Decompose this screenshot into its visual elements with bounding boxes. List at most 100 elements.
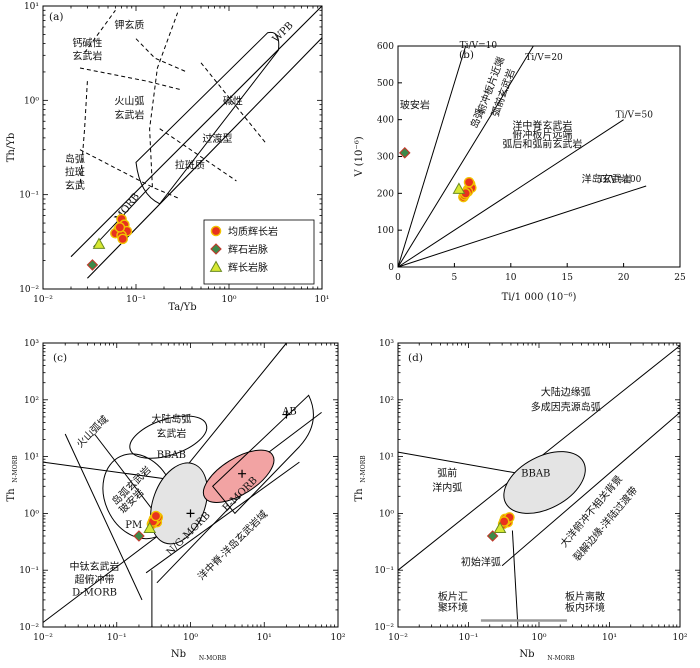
y-tick-label: 300: [377, 153, 394, 163]
field-label: 俯冲板片远端: [512, 128, 572, 141]
y-tick-label: 600: [377, 42, 394, 52]
y-tick-label: 10⁰: [24, 96, 39, 106]
ratio-line: [397, 119, 624, 268]
y-tick-label: 10³: [24, 339, 39, 349]
transition-tholeiite-line: [159, 128, 237, 182]
y-tick-label: 10⁻²: [19, 285, 39, 295]
x-tick-label: 10⁻¹: [126, 295, 146, 305]
y-tick-label: 500: [377, 79, 394, 89]
legend-label: 辉石岩脉: [228, 243, 268, 256]
tholeiite-boundary: [79, 149, 181, 200]
x-tick-label: 15: [561, 273, 573, 283]
ratio-line-label: Ti/V=100: [598, 175, 641, 185]
panel-a: 10⁻² 10⁻¹ 10⁰ 10¹ 10⁻² 10⁻¹ 10⁰ 10¹ 钾玄质钙碱性玄武岩火山弧…: [6, 2, 330, 313]
field-label: 超俯冲带: [75, 573, 115, 586]
y-axis-label: Th/Yb: [6, 133, 17, 162]
data-point-triangle: [143, 521, 157, 534]
y-tick-label: 10¹: [24, 2, 39, 12]
legend-label: 辉长岩脉: [228, 261, 268, 274]
legend-marker-diamond: [210, 243, 222, 255]
field-label: 板内环境: [565, 601, 605, 614]
field-label: 大陆边缘弧: [541, 385, 591, 398]
field-label: 洋岛玄武岩: [582, 172, 632, 185]
arc-right-boundary: [149, 12, 179, 188]
x-axis-label: Nb: [519, 649, 534, 660]
data-point-triangle: [493, 521, 507, 534]
x-tick-label: 10⁻²: [33, 633, 53, 643]
continental-arc-field: [129, 415, 208, 459]
data-point-diamond: [486, 530, 499, 542]
y-tick-label: 100: [377, 226, 394, 236]
field-label: 弧前: [437, 466, 457, 479]
x-tick-label: 10: [505, 273, 517, 283]
y-tick-label: 10⁻²: [19, 623, 39, 633]
x-tick-label: 10⁰: [221, 295, 236, 305]
field-label: 火山弧域: [73, 413, 110, 450]
data-point-circle: [150, 510, 162, 522]
field-label: WPB: [271, 20, 296, 45]
y-tick-label: 10⁰: [24, 509, 39, 519]
wpb-field: [135, 31, 280, 205]
field-label: PM: [125, 520, 142, 531]
y-tick-label: 10³: [379, 339, 394, 349]
field-label: 多成因壳源岛弧: [531, 400, 601, 413]
ratio-line-label: Ti/V=50: [616, 111, 654, 121]
y-axis-label: Th: [6, 488, 17, 502]
field-label: D-MORB: [72, 587, 117, 598]
x-tick-label: 10¹: [602, 633, 617, 643]
data-point-triangle: [452, 182, 466, 194]
array-lower: [501, 412, 681, 567]
x-tick-label: 10¹: [257, 633, 272, 643]
y-tick-label: 10⁻¹: [19, 566, 39, 576]
shoshonite-boundary: [84, 10, 116, 53]
y-tick-label: 10²: [379, 396, 394, 406]
legend-marker-circle: [210, 225, 222, 237]
field-label: 玄武岩: [72, 50, 102, 63]
reference-cross: [186, 509, 195, 518]
array-lower: [145, 461, 300, 574]
field-label: 聚环境: [438, 601, 468, 614]
data-point-triangle: [92, 237, 106, 249]
y-tick-label: 10¹: [24, 453, 39, 463]
y-tick-label: 200: [377, 189, 394, 199]
field-label: 拉斑质: [175, 158, 205, 171]
bbab-field: [150, 462, 208, 545]
field-label: 中钛玄武岩: [70, 560, 120, 573]
array-line-upper: [70, 5, 323, 258]
x-tick-label: 10⁻¹: [107, 633, 127, 643]
x-tick-label: 10⁻²: [33, 295, 53, 305]
x-axis-label: Ti/1 000 (10⁻⁶): [502, 292, 577, 303]
field-label: 洋内弧: [432, 481, 462, 494]
field-label: 板片离散: [565, 590, 605, 603]
y-tick-label: 10²: [24, 396, 39, 406]
y-axis-label: V (10⁻⁶): [354, 136, 365, 177]
y-tick-label: 10⁻¹: [19, 191, 39, 201]
ratio-line: [397, 185, 647, 268]
ratio-line-label: Ti/V=10: [460, 41, 498, 51]
x-tick-label: 20: [618, 273, 630, 283]
y-tick-label: 10⁰: [379, 509, 394, 519]
panel-label: (c): [53, 352, 67, 364]
x-tick-label: 5: [452, 273, 458, 283]
data-point-diamond: [86, 259, 99, 271]
field-label: 拉斑: [65, 165, 85, 178]
x-tick-label: 0: [395, 273, 401, 283]
panel-d: 10⁻² 10⁻¹ 10⁰ 10¹ 10² 10⁻² 10⁻¹ 10⁰ 10¹ 10² 10³ (d)…: [354, 339, 688, 662]
x-tick-label: 10⁻²: [388, 633, 408, 643]
x-tick-label: 10¹: [314, 295, 329, 305]
data-point-diamond: [398, 147, 411, 159]
field-label: 弧后和弧前玄武岩: [502, 137, 582, 150]
ratio-line: [397, 45, 534, 268]
data-point-circle: [463, 176, 475, 188]
field-label: 碱性: [223, 95, 243, 108]
field-label: 玻安岩: [400, 99, 430, 112]
field-label: 钙碱性: [72, 37, 102, 50]
y-tick-label: 10⁻²: [374, 623, 394, 633]
field-label: AB: [281, 407, 297, 418]
field-label: 玄武岩: [156, 427, 186, 440]
y-tick-label: 400: [377, 116, 394, 126]
ratio-line-label: Ti/V=20: [525, 53, 563, 63]
y-tick-label: 10⁻¹: [374, 566, 394, 576]
data-point-circle: [498, 516, 510, 527]
